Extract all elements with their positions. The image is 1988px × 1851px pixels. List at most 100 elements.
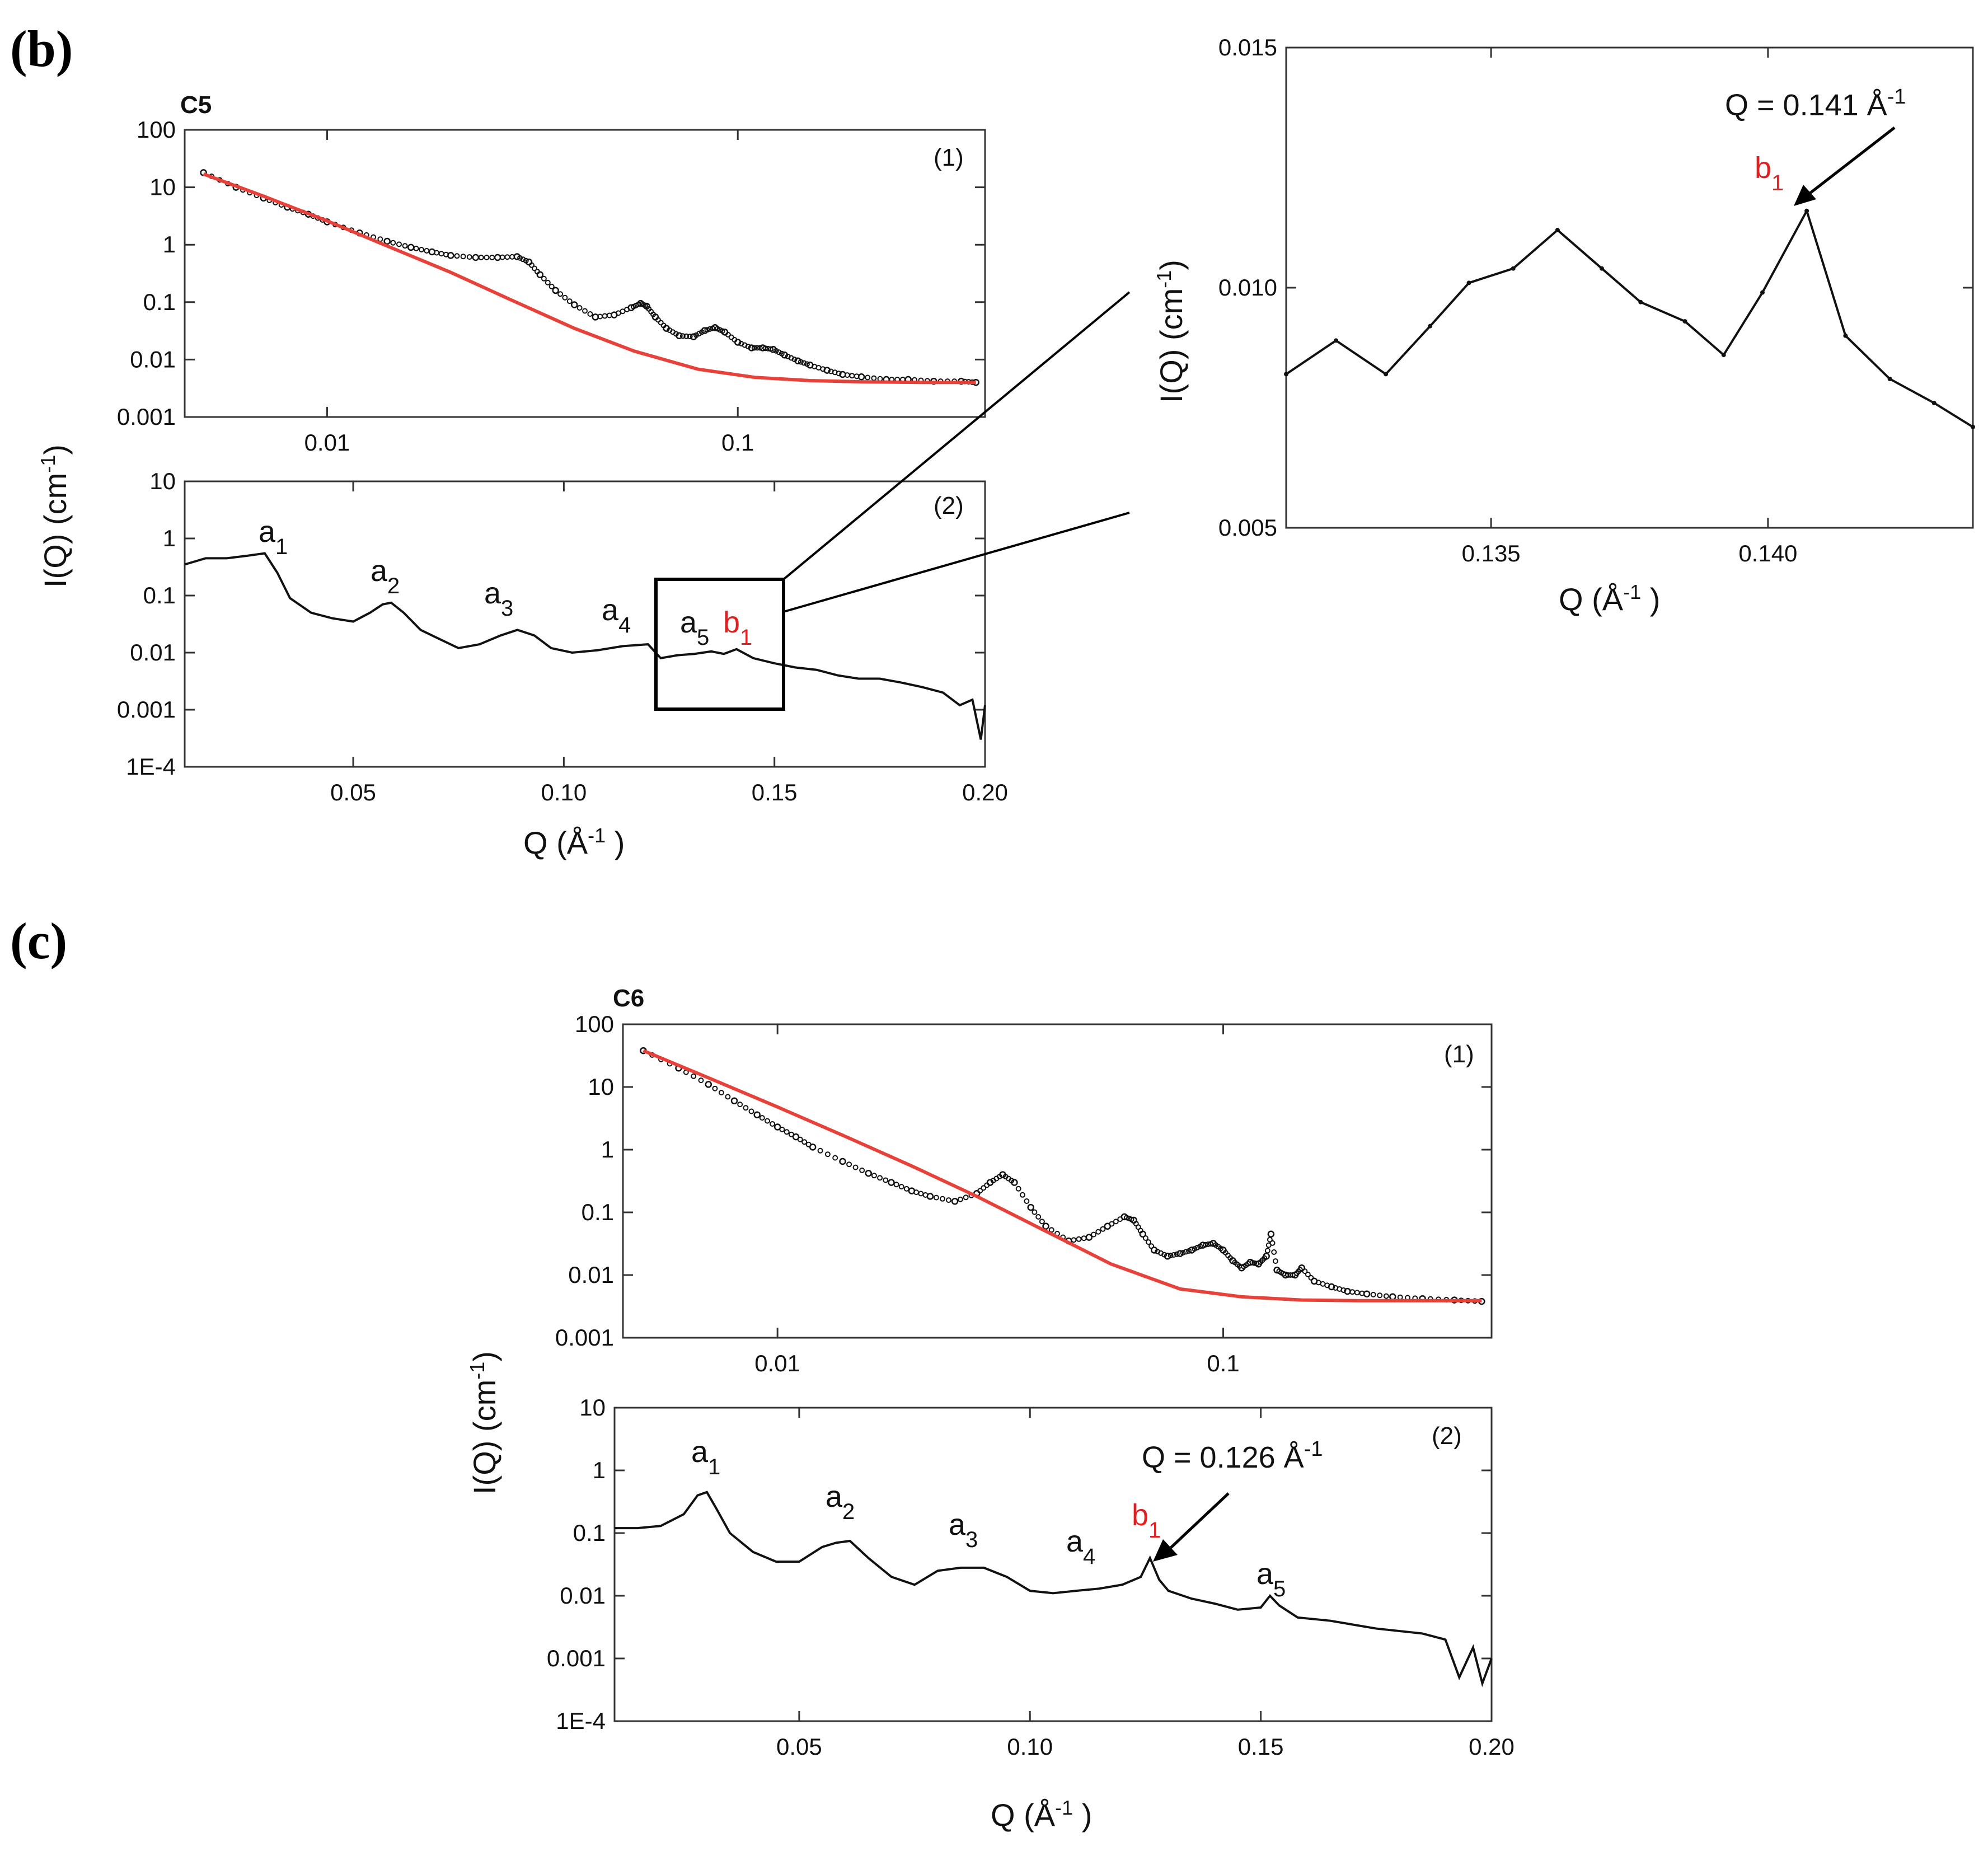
data-point: [443, 251, 449, 257]
data-point: [709, 325, 715, 331]
panel-b-peak-a2: a2: [371, 554, 400, 598]
data-point: [767, 346, 773, 352]
data-point: [748, 1108, 754, 1114]
data-point: [1176, 1250, 1184, 1257]
data-point: [977, 1188, 983, 1194]
data-point: [725, 1094, 731, 1100]
data-point: [893, 1182, 899, 1188]
data-point: [871, 375, 877, 381]
data-point: [390, 240, 396, 246]
panel-b-x-axis-title: Q (Å-1 ): [523, 824, 625, 861]
x-tick-label: 0.10: [1007, 1733, 1053, 1760]
data-point: [642, 302, 648, 308]
data-point: [683, 333, 690, 339]
y-tick-label: 0.005: [1218, 514, 1277, 541]
data-point: [1377, 1292, 1383, 1299]
panel-b-peak-a1: a1: [259, 515, 288, 559]
data-point: [1039, 1219, 1045, 1225]
data-point: [660, 322, 667, 329]
chart-c5-top: 100 10 1 0.1 0.01 0.001 0.01 0.1: [117, 116, 986, 456]
data-point: [532, 265, 537, 271]
data-point: [1186, 1248, 1192, 1254]
data-point: [765, 1118, 770, 1124]
data-point: [513, 253, 521, 260]
data-point: [754, 345, 760, 351]
data-point: [383, 237, 391, 245]
data-point: [745, 344, 751, 349]
data-point: [1117, 1216, 1123, 1222]
y-tick-label: 0.1: [143, 582, 176, 608]
data-point: [865, 374, 871, 381]
data-point: [817, 1147, 823, 1154]
y-tick-label: 1: [163, 525, 176, 551]
data-point: [1192, 1246, 1198, 1252]
data-point: [773, 348, 779, 354]
data-point: [673, 331, 679, 337]
data-point: [940, 1196, 945, 1202]
panel-c-x-axis-title: Q (Å-1 ): [991, 1796, 1092, 1833]
data-point: [1168, 1253, 1174, 1259]
data-point: [981, 1185, 987, 1191]
data-point: [791, 357, 798, 363]
data-point: [624, 306, 630, 312]
data-point: [773, 1123, 781, 1131]
data-point: [396, 241, 402, 247]
y-tick-label: 0.001: [555, 1324, 614, 1351]
data-point: [1305, 1272, 1311, 1277]
y-tick-label: 10: [579, 1394, 606, 1421]
data-point: [957, 1196, 963, 1202]
y-tick-label: 0.01: [560, 1582, 606, 1609]
data-point: [1370, 1292, 1376, 1297]
data-point: [517, 255, 523, 261]
data-point: [1205, 1241, 1211, 1247]
data-point: [1272, 1258, 1278, 1264]
chart-c5-zoom-inset: 0.015 0.010 0.005 0.135 0.140: [1218, 34, 1975, 566]
y-tick-label: 0.001: [117, 404, 176, 430]
data-point: [1180, 1250, 1186, 1256]
data-point: [424, 248, 430, 254]
data-point: [1428, 324, 1433, 329]
data-point: [781, 352, 789, 359]
fit-curve: [643, 1049, 1482, 1302]
data-point: [1148, 1243, 1155, 1249]
data-point: [946, 1197, 951, 1203]
data-point: [1262, 1255, 1268, 1261]
panel-b-top-plot-label: (1): [934, 144, 964, 171]
data-point: [1227, 1255, 1234, 1261]
data-point: [788, 1131, 794, 1137]
data-point: [576, 305, 583, 311]
data-point: [1174, 1251, 1180, 1257]
data-point: [494, 254, 501, 261]
data-point: [1271, 1249, 1277, 1255]
data-point: [1113, 1219, 1119, 1225]
data-point: [402, 243, 408, 249]
data-point: [523, 257, 529, 264]
data-point: [1267, 1236, 1273, 1243]
data-point: [1511, 266, 1516, 271]
y-tick-label: 0.1: [582, 1199, 614, 1225]
data-point: [776, 349, 782, 355]
data-line: [1285, 208, 1974, 428]
data-point: [1142, 1235, 1148, 1241]
data-point: [679, 333, 686, 339]
data-point: [730, 1097, 738, 1105]
data-point: [1555, 228, 1560, 232]
data-point: [1287, 1272, 1293, 1278]
data-point: [797, 1136, 803, 1142]
data-point: [1931, 400, 1937, 405]
plot-frame: [184, 129, 986, 418]
data-point: [454, 253, 460, 259]
data-point: [1031, 1209, 1038, 1215]
y-tick-label: 100: [575, 1011, 614, 1037]
y-tick-label: 0.01: [568, 1262, 614, 1288]
data-point: [698, 1077, 704, 1084]
data-point: [536, 271, 544, 279]
data-point: [1091, 1231, 1096, 1238]
data-point: [534, 269, 540, 275]
data-point: [1389, 1293, 1396, 1301]
y-tick-label: 1: [163, 231, 176, 257]
data-point: [711, 324, 719, 331]
data-point: [762, 345, 768, 352]
data-point: [1354, 1290, 1360, 1296]
data-point: [718, 1090, 724, 1096]
